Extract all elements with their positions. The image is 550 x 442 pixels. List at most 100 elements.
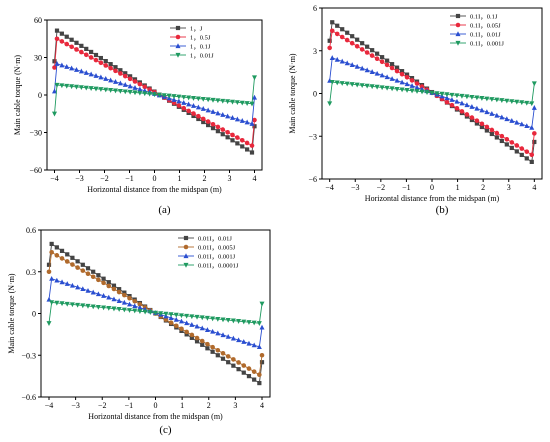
- data-point: [121, 307, 127, 313]
- x-tick-label: 0: [430, 183, 434, 192]
- data-point: [344, 37, 350, 43]
- data-point: [52, 88, 57, 94]
- data-point: [249, 121, 255, 126]
- legend: 0.01I，0.01J 0.01I，0.005J 0.01I，0.001J 0.01I…: [178, 236, 239, 270]
- legend-item: 1，J: [170, 26, 203, 33]
- data-point: [210, 316, 216, 322]
- data-point: [116, 289, 122, 295]
- data-point: [241, 370, 246, 375]
- data-point: [117, 88, 123, 94]
- data-point: [474, 118, 480, 123]
- data-point: [251, 342, 257, 348]
- data-point: [137, 81, 143, 87]
- data-point: [330, 20, 335, 25]
- x-tick-label: −4: [325, 183, 334, 192]
- data-point: [118, 68, 123, 73]
- data-point: [191, 96, 196, 101]
- data-point: [359, 47, 365, 52]
- data-point: [225, 354, 231, 359]
- panel-label: (c): [159, 424, 172, 436]
- data-point: [439, 91, 445, 97]
- legend-marker: [183, 253, 189, 259]
- data-point: [200, 116, 206, 122]
- data-point: [474, 95, 480, 101]
- data-point: [389, 76, 395, 81]
- data-point: [83, 85, 89, 91]
- data-point: [171, 94, 177, 99]
- data-point: [354, 63, 360, 69]
- data-point: [101, 293, 107, 298]
- data-point: [93, 57, 99, 63]
- data-point: [171, 97, 177, 102]
- x-tick-label: 1: [178, 174, 182, 183]
- data-point: [494, 135, 499, 140]
- data-point: [80, 303, 86, 309]
- data-point: [64, 34, 69, 39]
- legend-item: 0.01I，0.001J: [178, 253, 236, 261]
- data-point: [252, 94, 257, 100]
- legend-marker: [175, 25, 181, 31]
- data-point: [499, 98, 505, 103]
- x-tick-label: 4: [532, 183, 536, 192]
- data-point: [74, 40, 79, 45]
- data-point: [75, 265, 80, 270]
- data-point: [252, 377, 257, 382]
- data-point: [205, 97, 211, 103]
- data-point: [205, 341, 210, 347]
- data-point: [509, 140, 515, 145]
- data-point: [189, 322, 195, 327]
- data-point: [132, 298, 138, 304]
- data-point: [479, 124, 484, 130]
- data-point: [524, 123, 530, 129]
- data-point: [215, 330, 221, 336]
- data-point: [46, 262, 52, 267]
- data-point: [127, 89, 133, 95]
- legend-marker: [455, 40, 461, 46]
- x-tick-label: −4: [50, 174, 59, 183]
- data-point: [239, 137, 245, 143]
- y-tick-label: 0: [38, 91, 42, 100]
- data-point: [163, 311, 169, 317]
- data-point: [137, 90, 143, 96]
- x-tick-label: 4: [253, 174, 257, 183]
- data-point: [189, 335, 194, 340]
- data-point: [168, 312, 174, 318]
- data-point: [220, 112, 226, 117]
- data-point: [116, 298, 122, 303]
- data-point: [70, 262, 75, 267]
- chart-panel-a: −4 −3 −2 −1 0 1 2 3 4 −60 −30 0 30 60 Horizontal dista…: [13, 16, 263, 216]
- data-point: [399, 69, 405, 74]
- data-point: [259, 301, 265, 307]
- data-point: [389, 62, 395, 67]
- data-point: [98, 60, 104, 66]
- data-point: [117, 287, 122, 292]
- data-point: [249, 143, 255, 148]
- data-point: [259, 360, 265, 365]
- data-point: [499, 133, 505, 139]
- data-point: [54, 82, 60, 88]
- data-point: [93, 52, 99, 58]
- data-point: [210, 97, 216, 103]
- data-point: [234, 116, 240, 122]
- data-point: [191, 113, 196, 119]
- data-point: [210, 328, 216, 334]
- data-point: [132, 85, 138, 90]
- data-point: [59, 31, 64, 36]
- data-point: [334, 31, 340, 37]
- data-point: [504, 142, 509, 147]
- data-point: [54, 253, 60, 258]
- data-point: [231, 357, 236, 362]
- data-point: [246, 340, 252, 346]
- data-point: [215, 353, 220, 358]
- series-4: [327, 80, 537, 107]
- data-point: [122, 290, 127, 295]
- data-point: [176, 94, 182, 100]
- data-point: [519, 152, 524, 158]
- data-point: [137, 309, 143, 314]
- y-tick-label: 60: [34, 16, 42, 25]
- data-point: [121, 299, 127, 305]
- data-point: [116, 307, 122, 312]
- data-point: [199, 325, 205, 331]
- data-point: [220, 98, 226, 104]
